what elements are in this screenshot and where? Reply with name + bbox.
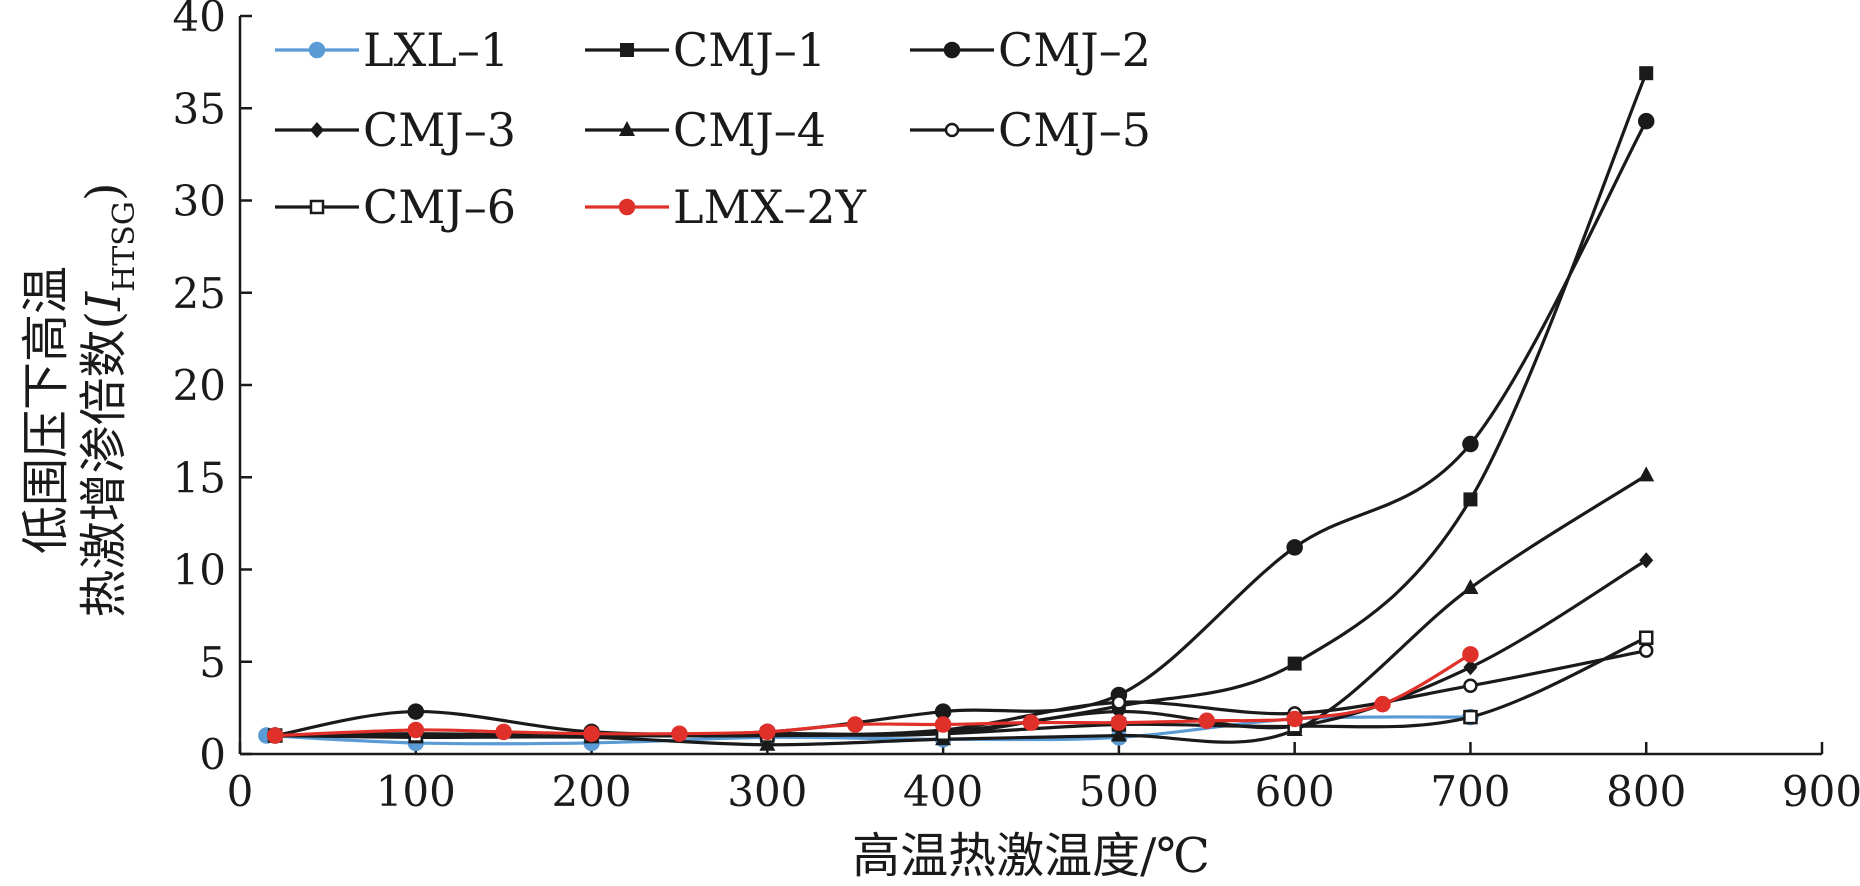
y-axis-title-line2: 热激增渗倍数(IHTSG) xyxy=(76,182,142,617)
y-axis-title-subscript: HTSG xyxy=(107,201,142,292)
data-point xyxy=(759,723,776,741)
data-point xyxy=(266,727,284,744)
x-tick-label: 0 xyxy=(227,767,254,816)
data-point xyxy=(1463,709,1478,725)
data-point xyxy=(1198,712,1216,730)
data-point xyxy=(495,723,512,741)
legend-item: CMJ–6 xyxy=(275,180,516,234)
x-tick-label: 400 xyxy=(903,767,983,816)
data-point xyxy=(1463,659,1478,676)
legend-marker xyxy=(620,43,634,57)
data-point xyxy=(1374,695,1391,713)
y-tick-label: 40 xyxy=(173,0,226,41)
data-point xyxy=(407,721,425,739)
data-point xyxy=(583,725,600,742)
legend-label: CMJ–2 xyxy=(998,23,1151,77)
x-tick-label: 300 xyxy=(727,767,807,816)
series-6 xyxy=(267,643,1654,743)
y-tick-label: 35 xyxy=(173,84,226,133)
y-axis-title-main: 热激增渗倍数( xyxy=(76,311,132,618)
legend-item: CMJ–1 xyxy=(585,23,826,77)
x-axis-title: 高温热激温度/℃ xyxy=(852,828,1210,884)
legend-item: CMJ–5 xyxy=(910,103,1151,157)
data-point xyxy=(407,703,425,720)
legend-label: CMJ–1 xyxy=(673,23,826,77)
y-tick-label: 15 xyxy=(173,453,226,502)
legend-item: CMJ–4 xyxy=(585,103,826,157)
legend-label: CMJ–4 xyxy=(673,103,826,157)
x-tick-label: 200 xyxy=(551,767,631,816)
legend: LXL–1 CMJ–1 CMJ–2 CMJ–3 CMJ–4 CMJ–5 CMJ–6 LMX–2… xyxy=(275,23,1151,234)
x-tick-label: 100 xyxy=(376,767,456,816)
data-point xyxy=(759,735,776,751)
series-5 xyxy=(267,466,1655,751)
legend-marker xyxy=(308,41,326,59)
series-2 xyxy=(268,66,1654,743)
x-ticks: 0 100 200 300 400 500 600 700 800 900 xyxy=(227,742,1860,816)
series-line xyxy=(273,71,1648,738)
data-point xyxy=(1463,678,1478,693)
data-point xyxy=(1462,578,1479,594)
data-point xyxy=(1638,466,1655,482)
x-tick-label: 800 xyxy=(1606,767,1686,816)
series-line xyxy=(273,473,1648,747)
series-8 xyxy=(266,646,1479,744)
y-axis-title-symbol: I xyxy=(76,291,132,312)
legend-marker xyxy=(309,199,325,215)
data-point xyxy=(1639,66,1654,81)
y-tick-label: 10 xyxy=(173,546,226,595)
series-layer xyxy=(258,66,1655,752)
data-point xyxy=(1287,656,1302,671)
y-axis-title: 低围压下高温 热激增渗倍数(IHTSG) xyxy=(18,182,142,617)
series-line xyxy=(273,636,1648,738)
legend-label: LMX–2Y xyxy=(673,180,867,234)
y-tick-label: 30 xyxy=(173,177,226,226)
legend-marker xyxy=(944,122,960,138)
data-point xyxy=(934,716,952,733)
data-point xyxy=(1638,643,1654,658)
x-tick-label: 700 xyxy=(1430,767,1510,816)
legend-item: LXL–1 xyxy=(275,23,509,77)
data-point xyxy=(1110,726,1127,742)
y-tick-label: 25 xyxy=(173,269,226,318)
legend-item: CMJ–2 xyxy=(910,23,1151,77)
data-point xyxy=(671,725,688,742)
data-point xyxy=(1637,112,1655,130)
data-point xyxy=(1022,714,1040,731)
data-point xyxy=(1286,539,1303,556)
legend-item: CMJ–3 xyxy=(275,103,516,157)
y-tick-label: 5 xyxy=(199,638,226,687)
x-tick-label: 500 xyxy=(1079,767,1159,816)
legend-label: CMJ–5 xyxy=(998,103,1151,157)
legend-marker xyxy=(619,121,635,136)
legend-label: CMJ–3 xyxy=(363,103,516,157)
y-tick-label: 20 xyxy=(173,361,226,410)
data-point xyxy=(846,716,864,733)
data-point xyxy=(1638,630,1654,646)
data-point xyxy=(1639,552,1654,569)
y-ticks: 0 5 10 15 20 25 30 35 40 xyxy=(173,0,252,779)
legend-label: LXL–1 xyxy=(363,23,509,77)
data-point xyxy=(1462,646,1479,663)
y-axis-title-close: ) xyxy=(76,182,132,201)
legend-marker xyxy=(618,198,636,216)
legend-marker xyxy=(310,122,324,138)
data-point xyxy=(1463,492,1478,507)
y-axis-title-line1: 低围压下高温 xyxy=(18,266,74,554)
legend-item: LMX–2Y xyxy=(585,180,867,234)
data-point xyxy=(1111,695,1127,710)
y-tick-label: 0 xyxy=(199,730,226,779)
x-tick-label: 600 xyxy=(1255,767,1335,816)
legend-label: CMJ–6 xyxy=(363,180,516,234)
x-tick-label: 900 xyxy=(1782,767,1860,816)
data-point xyxy=(1462,435,1479,453)
data-point xyxy=(1110,714,1128,731)
data-point xyxy=(1286,710,1303,728)
legend-marker xyxy=(943,41,961,59)
